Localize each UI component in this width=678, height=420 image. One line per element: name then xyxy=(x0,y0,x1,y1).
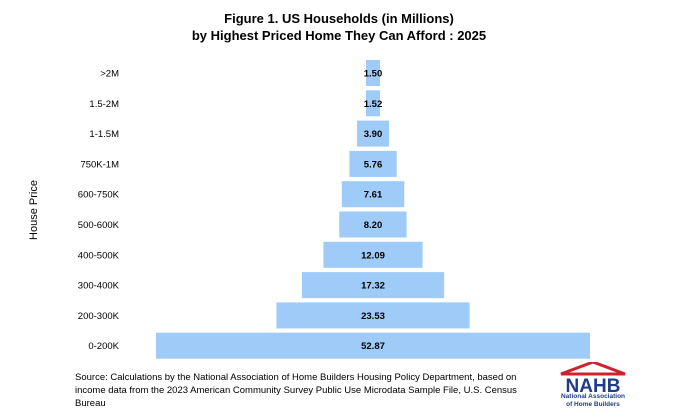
bar-600-750K xyxy=(341,181,405,208)
data-label: 17.32 xyxy=(361,281,385,292)
bar-1-1.5M xyxy=(357,120,389,147)
source-note: Source: Calculations by the National Ass… xyxy=(75,372,517,409)
bar-750K-1M xyxy=(349,150,397,177)
nahb-logo: NAHB National Association of Home Builde… xyxy=(553,360,633,412)
y-tick-label: 1.5-2M xyxy=(89,99,119,110)
data-label: 3.90 xyxy=(364,129,383,140)
y-tick-label: 750K-1M xyxy=(80,159,119,170)
y-tick-label: 600-750K xyxy=(78,190,120,201)
data-label: 12.09 xyxy=(361,250,385,261)
y-tick-label: 500-600K xyxy=(78,220,120,231)
bar-200-300K xyxy=(276,302,470,329)
bar-500-600K xyxy=(339,211,407,238)
nahb-logo-org-name: National Association of Home Builders xyxy=(560,393,626,408)
y-tick-label: 200-300K xyxy=(78,311,120,322)
data-label: 8.20 xyxy=(364,220,383,231)
y-tick-label: 0-200K xyxy=(88,341,119,352)
data-label: 52.87 xyxy=(361,341,385,352)
bar-0-200K xyxy=(156,332,590,359)
y-tick-label: 400-500K xyxy=(78,250,120,261)
bar-300-400K xyxy=(301,272,445,299)
bar->2M xyxy=(366,60,380,86)
bar-1.5-2M xyxy=(366,90,380,117)
nahb-logo-mark-icon: NAHB xyxy=(560,360,626,397)
data-label: 23.53 xyxy=(361,311,385,322)
y-tick-label: 300-400K xyxy=(78,281,120,292)
nahb-logo-text: NAHB xyxy=(566,376,621,394)
data-label: 7.61 xyxy=(364,190,383,201)
data-label: 1.50 xyxy=(364,69,383,80)
chart-title-line2: by Highest Priced Home They Can Afford :… xyxy=(191,28,487,43)
chart-title-line1: Figure 1. US Households (in Millions) xyxy=(224,11,454,26)
bar-400-500K xyxy=(323,241,423,268)
data-label: 1.52 xyxy=(364,99,383,110)
chart-title: Figure 1. US Households (in Millions) by… xyxy=(0,10,678,44)
y-tick-label: 1-1.5M xyxy=(89,129,119,140)
y-tick-label: >2M xyxy=(100,69,119,80)
data-label: 5.76 xyxy=(364,159,383,170)
